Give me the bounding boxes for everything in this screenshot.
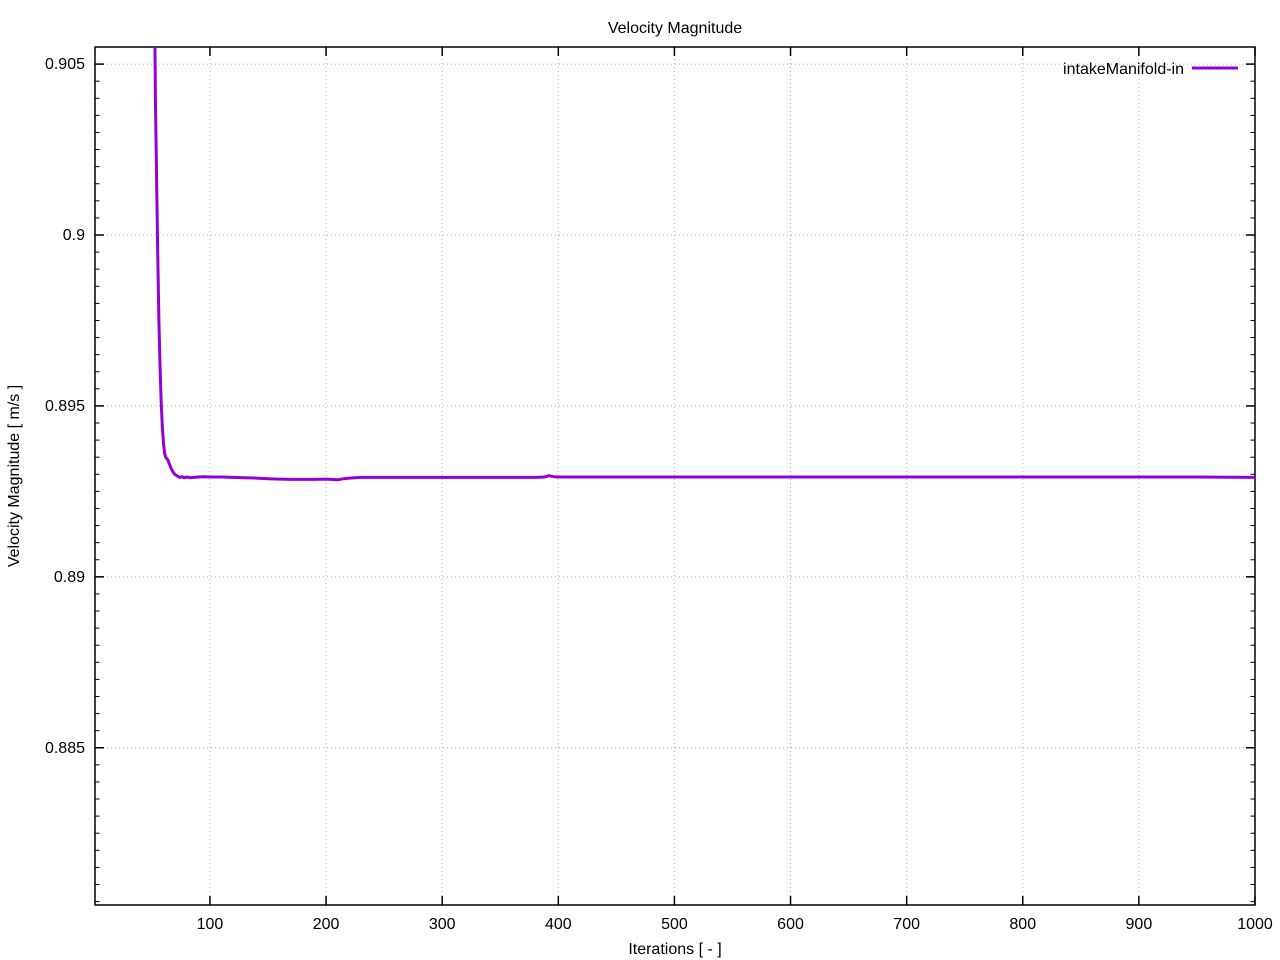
y-axis-label: Velocity Magnitude [ m/s ]	[6, 385, 23, 567]
y-tick-label: 0.885	[45, 740, 85, 757]
y-tick-label: 0.895	[45, 398, 85, 415]
x-tick-label: 100	[197, 916, 224, 933]
y-tick-label: 0.905	[45, 56, 85, 73]
x-tick-label: 400	[545, 916, 572, 933]
x-tick-label: 900	[1126, 916, 1153, 933]
x-tick-label: 1000	[1237, 916, 1273, 933]
y-tick-label: 0.9	[63, 227, 85, 244]
x-tick-label: 200	[313, 916, 340, 933]
x-tick-label: 600	[777, 916, 804, 933]
tick-labels: 100 200 300 400 500 600 700 800 900 1000 0.885 0.89…	[45, 56, 1273, 933]
series-line-intakeManifold-in	[153, 47, 1255, 482]
x-axis-label: Iterations [ - ]	[628, 941, 721, 958]
chart-title: Velocity Magnitude	[608, 20, 742, 37]
x-tick-label: 300	[429, 916, 456, 933]
x-tick-label: 700	[893, 916, 920, 933]
series-lines	[153, 47, 1255, 482]
x-tick-label: 500	[661, 916, 688, 933]
y-tick-label: 0.89	[54, 569, 85, 586]
x-tick-label: 800	[1009, 916, 1036, 933]
legend-label: intakeManifold-in	[1063, 61, 1184, 78]
